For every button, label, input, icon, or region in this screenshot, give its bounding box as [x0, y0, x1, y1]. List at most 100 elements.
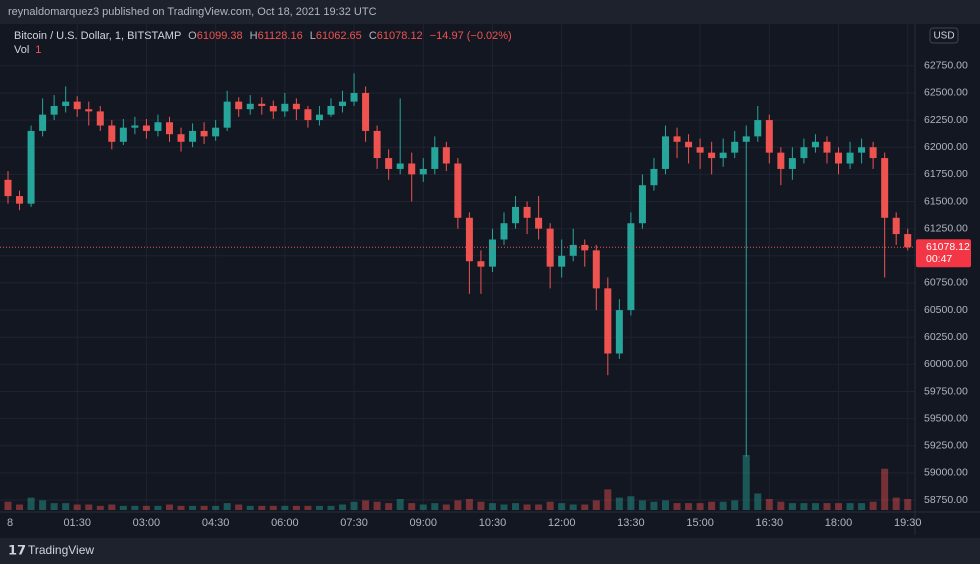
candle-body — [373, 130, 381, 159]
volume-bar — [765, 499, 773, 510]
candle-body — [615, 310, 623, 354]
legend-open-label: O — [188, 30, 197, 42]
volume-bar — [754, 493, 762, 510]
volume-bar — [212, 505, 220, 510]
volume-bar — [846, 503, 854, 510]
volume-bar — [269, 505, 277, 510]
volume-bar — [904, 499, 912, 510]
candle-body — [708, 152, 716, 159]
y-tick-label: 60750.00 — [924, 277, 968, 289]
volume-bar — [627, 496, 635, 510]
candle-body — [131, 125, 139, 128]
candle-body — [223, 101, 231, 128]
candle-body — [304, 109, 312, 121]
plot — [0, 24, 915, 512]
candle-body — [696, 147, 704, 153]
volume-bar — [85, 504, 93, 510]
volume-label: Vol — [14, 44, 29, 56]
volume-bar — [454, 500, 462, 510]
candle-body — [177, 134, 185, 142]
page-header: reynaldomarquez3 published on TradingVie… — [8, 6, 377, 18]
volume-bar — [73, 504, 81, 510]
candle-body — [419, 168, 427, 175]
candle-body — [281, 103, 289, 112]
countdown: 00:47 — [926, 253, 952, 265]
candle-body — [592, 250, 600, 289]
volume-bar — [339, 504, 347, 510]
candle-body — [800, 147, 808, 159]
volume-bar — [719, 501, 727, 510]
legend-open: 61099.38 — [197, 30, 243, 42]
volume-bar — [27, 497, 35, 510]
legend-high: 61128.16 — [258, 30, 303, 42]
candle-body — [327, 105, 335, 115]
candle-body — [431, 147, 439, 169]
candle-body — [765, 120, 773, 153]
volume-bar — [327, 505, 335, 510]
volume-bar — [246, 505, 254, 510]
candle-body — [258, 103, 266, 106]
volume-bar — [811, 503, 819, 510]
candle-body — [4, 179, 12, 197]
candle-body — [869, 147, 877, 159]
volume-bar — [4, 501, 12, 510]
y-tick-label: 59250.00 — [924, 440, 968, 452]
candle-body — [350, 92, 358, 102]
candle-body — [154, 122, 162, 131]
volume-bar — [431, 503, 439, 510]
volume-bar — [535, 504, 543, 510]
volume-bar — [419, 504, 427, 510]
volume-legend: Vol 1 — [14, 44, 41, 56]
candle-body — [477, 261, 485, 267]
candle-body — [142, 125, 150, 131]
volume-bar — [477, 501, 485, 510]
y-tick-label: 58750.00 — [924, 494, 968, 506]
volume-bar — [500, 504, 508, 510]
legend-low: 61062.65 — [316, 30, 362, 42]
volume-bar — [731, 500, 739, 510]
candle-body — [39, 114, 47, 131]
last-price-label: 61078.12 — [926, 241, 970, 253]
candle-body — [558, 255, 566, 267]
x-tick-label: 04:30 — [202, 517, 230, 529]
currency-badge — [929, 27, 959, 44]
y-tick-label: 60000.00 — [924, 358, 968, 370]
candle-body — [650, 168, 658, 186]
last-price-box — [916, 239, 971, 268]
candle-body — [892, 217, 900, 235]
volume-bar — [189, 505, 197, 510]
volume-bar — [892, 497, 900, 510]
volume-bar — [315, 505, 323, 510]
volume-bar — [650, 501, 658, 510]
candle-body — [292, 103, 300, 110]
x-tick-label: 06:00 — [271, 517, 299, 529]
x-tick-label: 07:30 — [340, 517, 368, 529]
volume-bar — [823, 503, 831, 510]
y-tick-label: 61750.00 — [924, 168, 968, 180]
volume-bar — [119, 505, 127, 510]
candle-body — [442, 147, 450, 164]
x-tick-label: 13:30 — [617, 517, 645, 529]
volume-bar — [638, 500, 646, 510]
volume-bar — [235, 504, 243, 510]
candle-body — [731, 141, 739, 153]
x-tick-label: 19:30 — [894, 517, 922, 529]
volume-bar — [385, 503, 393, 510]
y-tick-label: 60500.00 — [924, 304, 968, 316]
volume-bar — [858, 503, 866, 510]
y-tick-label: 59000.00 — [924, 467, 968, 479]
legend-close-label: C — [369, 30, 377, 42]
candle-body — [96, 111, 104, 126]
x-tick-label: 03:00 — [133, 517, 161, 529]
candle-body — [189, 130, 197, 142]
volume-bar — [881, 468, 889, 510]
x-tick-label: 10:30 — [479, 517, 507, 529]
legend-low-label: L — [310, 30, 316, 42]
candle-body — [27, 130, 35, 204]
volume-bar — [200, 505, 208, 510]
x-tick-label: 09:00 — [409, 517, 437, 529]
legend-high-label: H — [250, 30, 258, 42]
candle-body — [85, 109, 93, 112]
candle-body — [16, 196, 24, 204]
candle-body — [661, 136, 669, 169]
